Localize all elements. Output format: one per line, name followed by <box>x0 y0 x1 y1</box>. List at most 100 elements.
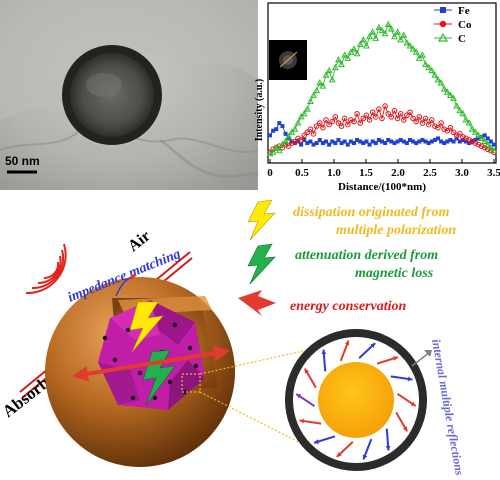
data-point-fe <box>364 139 369 144</box>
data-point-co <box>335 120 342 126</box>
data-point-fe <box>439 139 444 144</box>
x-tick-label: 0 <box>267 167 273 179</box>
data-point-fe <box>460 137 465 142</box>
data-point-co <box>400 117 407 123</box>
data-point-fe <box>432 137 437 142</box>
polarization-text-2: multiple polarization <box>336 223 456 238</box>
data-point-c <box>462 116 470 123</box>
data-point-fe <box>398 137 403 142</box>
data-point-fe <box>274 127 279 132</box>
absorption-diagram: Air Absorber impedance matching <box>0 228 467 477</box>
data-point-c <box>394 28 401 35</box>
reflection-arrowhead <box>385 445 391 451</box>
data-point-co <box>313 123 320 129</box>
data-point-c <box>475 131 482 138</box>
data-point-co <box>441 126 448 132</box>
reflection-arrowhead <box>407 376 413 382</box>
data-point-co <box>301 132 308 139</box>
data-point-fe <box>451 139 456 144</box>
wave-icon <box>25 243 67 295</box>
data-point-c <box>291 125 299 132</box>
polarization-text-1: dissipation originated from <box>293 205 449 220</box>
data-point-c <box>328 76 336 83</box>
data-point-c <box>338 60 345 68</box>
data-point-c <box>313 86 321 94</box>
data-point-co <box>348 117 354 123</box>
reflection-arrowhead <box>393 356 398 361</box>
data-point-fe <box>308 139 313 144</box>
data-point-co <box>447 124 454 131</box>
data-point-fe <box>376 137 381 142</box>
data-point-co <box>372 114 379 120</box>
chart-y-label: Intensity (a.u.) <box>254 79 265 142</box>
data-point-fe <box>380 139 384 144</box>
data-point-co <box>410 115 416 122</box>
data-point-co <box>481 144 488 151</box>
data-point-fe <box>271 128 276 133</box>
legend-c: C <box>458 33 466 45</box>
data-point-co <box>416 114 423 120</box>
data-point-c <box>403 39 411 46</box>
data-point-c <box>331 63 339 71</box>
data-point-co <box>394 115 401 122</box>
data-point-fe <box>389 139 394 144</box>
data-point-co <box>397 111 404 117</box>
x-tick-label: 3.0 <box>455 167 469 179</box>
magnetic-text-1: attenuation derived from <box>295 248 438 263</box>
data-point-c <box>372 34 380 41</box>
data-point-fe <box>280 124 285 129</box>
data-point-fe <box>417 139 422 144</box>
data-point-co <box>425 121 432 128</box>
reflection-core <box>318 362 394 438</box>
data-point-co <box>320 124 326 131</box>
data-point-fe <box>414 141 419 146</box>
data-point-c <box>428 66 436 74</box>
reflection-arrowhead <box>336 452 342 457</box>
data-point-fe <box>408 137 412 142</box>
legend-fe: Fe <box>458 5 470 17</box>
data-point-c <box>468 125 476 132</box>
data-point-co <box>316 120 323 126</box>
polarization-bolt-icon <box>129 301 164 353</box>
data-point-co <box>391 107 398 114</box>
energy-arrow-icon <box>72 345 230 382</box>
data-point-c <box>369 28 377 35</box>
data-point-fe <box>330 139 335 144</box>
tem-scale-label: 50 nm <box>5 154 40 168</box>
data-point-c <box>450 94 457 101</box>
data-point-fe <box>479 134 484 139</box>
reflection-arrowhead <box>410 401 416 407</box>
data-point-fe <box>302 137 307 142</box>
data-point-co <box>379 115 385 122</box>
chart-x-ticks: 0 0.5 1.0 1.5 2.0 2.5 3.0 3.5 <box>267 159 500 179</box>
data-point-fe <box>473 137 478 142</box>
data-point-c <box>415 54 423 61</box>
data-point-fe <box>324 139 328 144</box>
reflection-label: internal multiple reflections <box>429 338 467 477</box>
data-point-co <box>363 112 370 119</box>
data-point-co <box>450 129 457 136</box>
data-point-co <box>366 117 373 123</box>
series-line-co <box>269 104 495 153</box>
data-point-fe <box>401 139 406 144</box>
data-point-co <box>413 118 420 125</box>
data-point-fe <box>370 139 375 144</box>
mechanism-legend: dissipation originated from multiple pol… <box>238 199 456 316</box>
data-point-fe <box>448 137 453 142</box>
data-point-fe <box>464 139 468 144</box>
data-point-fe <box>482 133 487 138</box>
data-point-co <box>307 126 314 132</box>
data-point-co <box>323 117 329 123</box>
data-point-c <box>387 25 395 32</box>
data-point-c <box>447 91 454 98</box>
data-point-c <box>378 26 386 34</box>
yellow-bolt-icon <box>247 199 276 241</box>
data-point-c <box>282 137 289 145</box>
data-point-c <box>484 140 492 148</box>
data-point-co <box>304 129 311 136</box>
data-point-co <box>407 109 413 116</box>
data-point-fe <box>445 139 450 144</box>
data-point-fe <box>404 141 409 146</box>
data-point-c <box>335 56 342 63</box>
data-point-fe <box>358 139 363 144</box>
